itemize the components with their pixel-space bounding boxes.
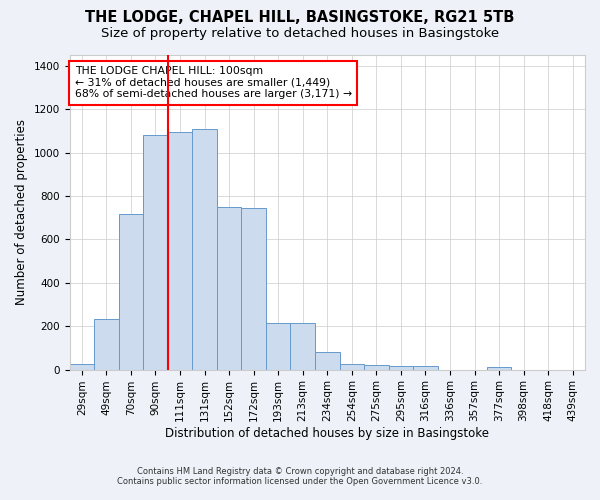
Text: THE LODGE CHAPEL HILL: 100sqm
← 31% of detached houses are smaller (1,449)
68% o: THE LODGE CHAPEL HILL: 100sqm ← 31% of d… (74, 66, 352, 99)
Text: Size of property relative to detached houses in Basingstoke: Size of property relative to detached ho… (101, 28, 499, 40)
Bar (94, 318, 119, 370)
Bar (389, 366, 413, 370)
Bar (266, 323, 290, 370)
Bar (192, 129, 217, 370)
Bar (168, 132, 192, 370)
X-axis label: Distribution of detached houses by size in Basingstoke: Distribution of detached houses by size … (165, 427, 489, 440)
Bar (143, 136, 168, 370)
Bar (119, 214, 143, 370)
Bar (487, 368, 511, 370)
Bar (315, 352, 340, 370)
Y-axis label: Number of detached properties: Number of detached properties (15, 120, 28, 306)
Bar (413, 366, 438, 370)
Bar (217, 207, 241, 370)
Bar (70, 364, 94, 370)
Text: Contains public sector information licensed under the Open Government Licence v3: Contains public sector information licen… (118, 477, 482, 486)
Text: THE LODGE, CHAPEL HILL, BASINGSTOKE, RG21 5TB: THE LODGE, CHAPEL HILL, BASINGSTOKE, RG2… (85, 10, 515, 25)
Bar (241, 208, 266, 370)
Text: Contains HM Land Registry data © Crown copyright and database right 2024.: Contains HM Land Registry data © Crown c… (137, 467, 463, 476)
Bar (340, 364, 364, 370)
Bar (364, 366, 389, 370)
Bar (290, 323, 315, 370)
